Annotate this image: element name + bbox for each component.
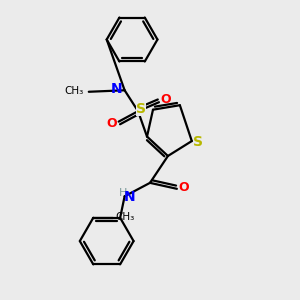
Text: N: N [124, 190, 135, 204]
Text: S: S [136, 102, 146, 116]
Text: S: S [194, 135, 203, 148]
Text: CH₃: CH₃ [115, 212, 134, 222]
Text: O: O [107, 117, 117, 130]
Text: O: O [160, 93, 171, 106]
Text: N: N [110, 82, 122, 96]
Text: O: O [178, 181, 189, 194]
Text: H: H [118, 188, 127, 198]
Text: CH₃: CH₃ [64, 86, 83, 96]
